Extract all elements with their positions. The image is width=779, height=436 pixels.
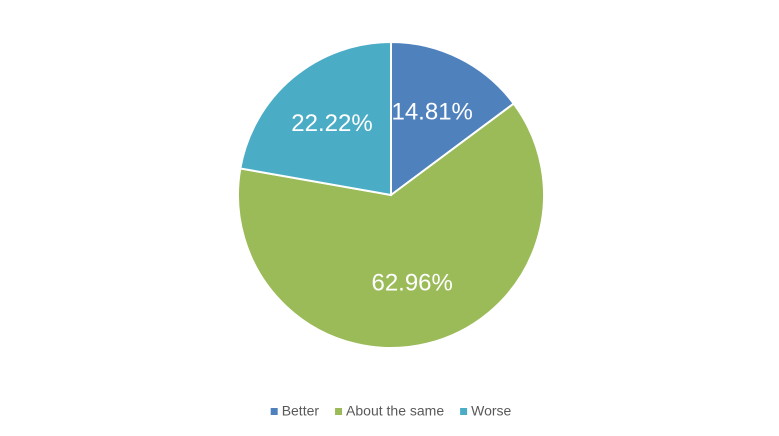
legend-label: Better bbox=[282, 403, 320, 419]
data-label: 22.22% bbox=[291, 110, 372, 137]
data-label: 14.81% bbox=[391, 98, 472, 125]
pie-slice bbox=[390, 40, 516, 197]
data-label: 62.96% bbox=[371, 270, 452, 297]
legend-marker bbox=[270, 408, 278, 415]
pie-slice bbox=[239, 40, 392, 197]
legend-marker bbox=[335, 408, 343, 415]
legend-label: About the same bbox=[346, 403, 444, 419]
legend: Better About the same Worse bbox=[270, 403, 512, 419]
legend-label: Worse bbox=[471, 403, 511, 419]
legend-marker bbox=[460, 408, 468, 415]
pie-slice bbox=[237, 102, 545, 349]
